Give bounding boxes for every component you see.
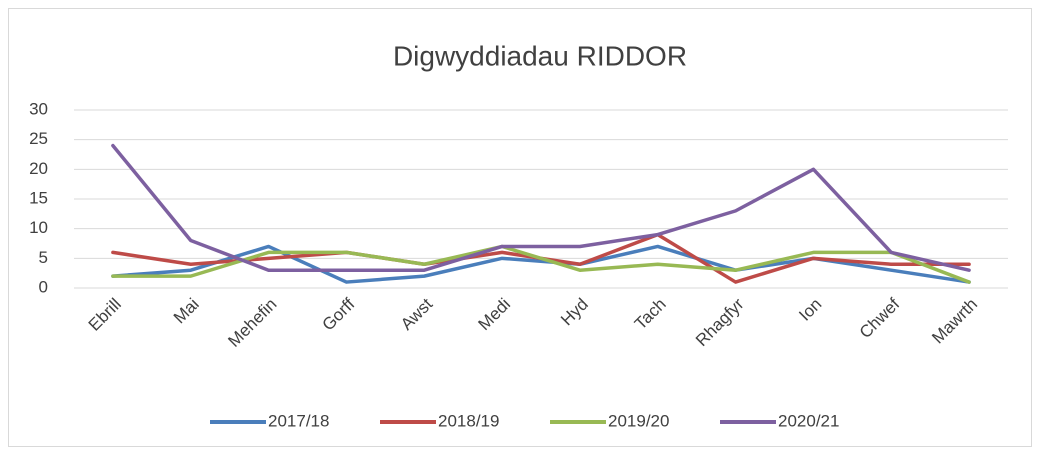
chart-frame	[8, 8, 1032, 447]
y-tick-label: 20	[29, 159, 48, 178]
series-line	[111, 244, 971, 284]
chart-title: Digwyddiadau RIDDOR	[393, 40, 687, 71]
y-tick-label: 5	[39, 248, 48, 267]
y-tick-label: 10	[29, 218, 48, 237]
legend-label: 2017/18	[268, 411, 329, 430]
y-tick-label: 15	[29, 188, 48, 207]
legend-label: 2019/20	[608, 411, 669, 430]
y-tick-label: 0	[39, 277, 48, 296]
legend-label: 2018/19	[438, 411, 499, 430]
legend-label: 2020/21	[778, 411, 839, 430]
series-line	[111, 143, 971, 272]
y-tick-label: 30	[29, 99, 48, 118]
y-tick-label: 25	[29, 129, 48, 148]
